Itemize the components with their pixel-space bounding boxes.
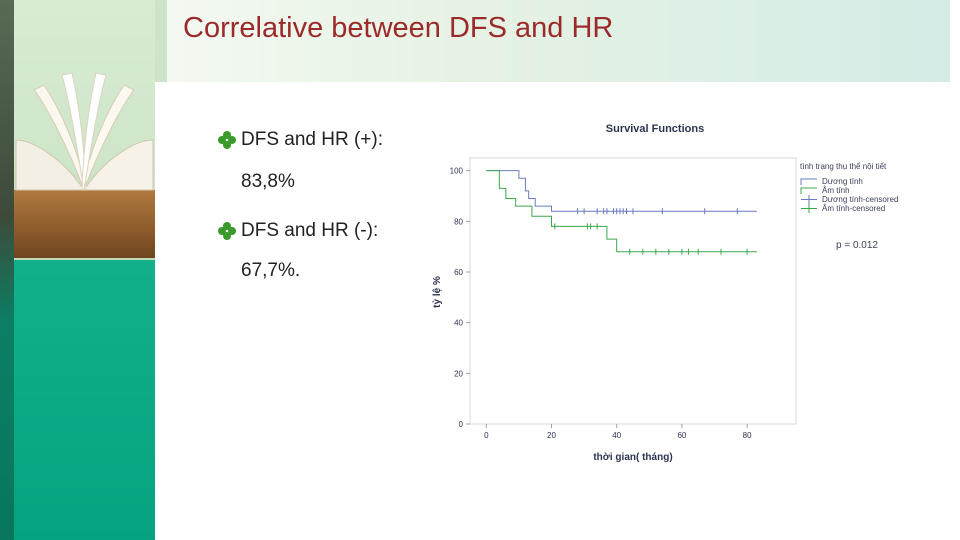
legend-label-negative-censored: Âm tính-censored [822, 204, 886, 213]
legend-swatch-positive-censored [801, 195, 817, 204]
y-axis-label: tỷ lệ % [432, 276, 443, 308]
bullet-1: DFS and HR (+): [217, 129, 383, 151]
y-tick-label: 0 [459, 420, 464, 429]
chart-title: Survival Functions [606, 123, 704, 135]
wooden-table [14, 190, 155, 258]
x-tick-label: 60 [677, 431, 686, 440]
bullet-1-label: DFS and HR (+): [241, 129, 384, 150]
y-tick-label: 20 [454, 369, 463, 378]
x-tick-label: 20 [547, 431, 556, 440]
y-tick-label: 100 [450, 167, 464, 176]
slide-title: Correlative between DFS and HR [183, 12, 614, 44]
bullet-2: DFS and HR (-): [217, 220, 378, 242]
legend-swatch-negative [800, 187, 817, 194]
x-axis-label: thời gian( tháng) [593, 452, 672, 463]
header-band [155, 0, 950, 82]
legend-label-positive-censored: Dương tính-censored [822, 195, 899, 204]
y-tick-label: 40 [454, 319, 463, 328]
series-line-positive [486, 170, 757, 212]
y-tick-label: 80 [454, 217, 463, 226]
open-book-icon [15, 72, 154, 192]
legend-item-negative: Âm tính [800, 186, 910, 195]
x-tick-label: 80 [743, 431, 752, 440]
legend-title: tình trạng thụ thể nội tiết [800, 162, 887, 171]
legend-swatch-positive [800, 178, 817, 185]
x-tick-label: 40 [612, 431, 621, 440]
legend-item-positive-censored: Dương tính-censored [800, 195, 910, 204]
p-value-annotation: p = 0.012 [836, 240, 878, 251]
legend-label-negative: Âm tính [822, 186, 850, 195]
bullet-2-label: DFS and HR (-): [241, 220, 379, 241]
survival-chart: Survival Functions 0 20 40 60 80 100 0 20 40 60 8… [432, 123, 797, 463]
green-accent-block [14, 260, 155, 540]
chart-legend: tình trạng thụ thể nội tiết Dương tính Â… [800, 162, 910, 213]
bullet-2-value: 67,7%. [241, 260, 301, 281]
legend-swatch-negative-censored [801, 204, 817, 213]
diamond-bullet-icon [218, 222, 236, 240]
header-band-edge [155, 0, 167, 82]
legend-label-positive: Dương tính [822, 177, 863, 186]
y-tick-label: 60 [454, 268, 463, 277]
diamond-bullet-icon [218, 131, 236, 149]
decorative-edge-strip [0, 0, 14, 540]
plot-frame [469, 157, 797, 425]
x-tick-label: 0 [484, 431, 489, 440]
series-line-negative [486, 170, 757, 253]
legend-item-positive: Dương tính [800, 177, 910, 186]
legend-item-negative-censored: Âm tính-censored [800, 204, 910, 213]
bullet-1-value: 83,8% [241, 171, 295, 192]
